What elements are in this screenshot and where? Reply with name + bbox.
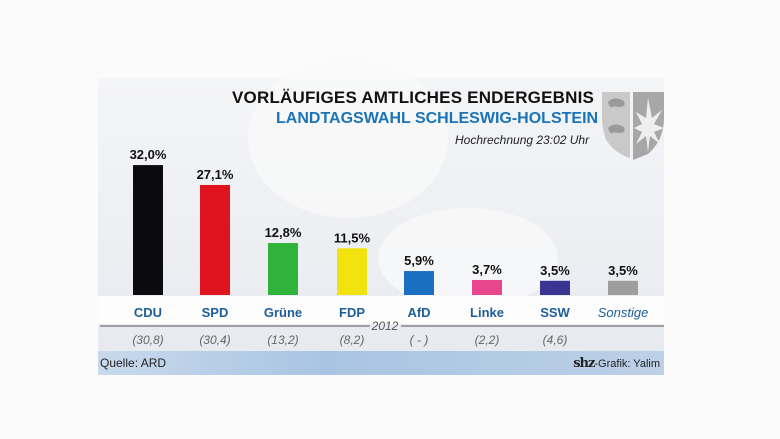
- value-label: 3,5%: [608, 263, 638, 278]
- category-strip: [98, 296, 664, 324]
- value-label: 27,1%: [197, 167, 234, 182]
- category-label: FDP: [339, 305, 365, 320]
- previous-value: (4,6): [543, 333, 568, 347]
- credit-label: shz-Grafik: Yalim: [573, 356, 660, 371]
- coat-of-arms-icon: [602, 92, 664, 160]
- shz-logo: shz: [573, 356, 595, 371]
- bar-afd: [404, 271, 434, 295]
- credit-text: -Grafik: Yalim: [594, 358, 660, 370]
- value-label: 3,7%: [472, 262, 502, 277]
- previous-value: (13,2): [267, 333, 298, 347]
- category-label: AfD: [407, 305, 430, 320]
- previous-year-label: 2012: [371, 319, 399, 333]
- bar-linke: [472, 279, 502, 295]
- previous-value: (8,2): [340, 333, 365, 347]
- bar-fdp: [337, 248, 367, 295]
- previous-value: ( - ): [410, 333, 429, 347]
- category-label: Linke: [470, 305, 504, 320]
- chart-title: VORLÄUFIGES AMTLICHES ENDERGEBNIS: [232, 88, 595, 107]
- category-label: SSW: [540, 305, 570, 320]
- bar-sonstige: [608, 280, 638, 295]
- map-background: [248, 58, 448, 218]
- value-label: 32,0%: [130, 147, 167, 162]
- previous-value: (30,8): [132, 333, 163, 347]
- category-label: Sonstige: [598, 305, 649, 320]
- bar-cdu: [133, 165, 163, 295]
- chart-subtitle: LANDTAGSWAHL SCHLESWIG-HOLSTEIN: [276, 110, 599, 127]
- category-label: CDU: [134, 305, 162, 320]
- projection-time: Hochrechnung 23:02 Uhr: [455, 133, 590, 147]
- bar-grüne: [268, 243, 298, 295]
- value-label: 3,5%: [540, 263, 570, 278]
- bar-spd: [200, 184, 230, 295]
- previous-value: (30,4): [199, 333, 230, 347]
- value-label: 5,9%: [404, 253, 434, 268]
- value-label: 11,5%: [334, 230, 371, 245]
- category-label: SPD: [202, 305, 229, 320]
- category-label: Grüne: [264, 305, 302, 320]
- value-label: 12,8%: [265, 225, 302, 240]
- source-label: Quelle: ARD: [100, 356, 167, 370]
- previous-value: (2,2): [475, 333, 500, 347]
- footer-bar: [98, 351, 664, 375]
- bar-ssw: [540, 280, 570, 295]
